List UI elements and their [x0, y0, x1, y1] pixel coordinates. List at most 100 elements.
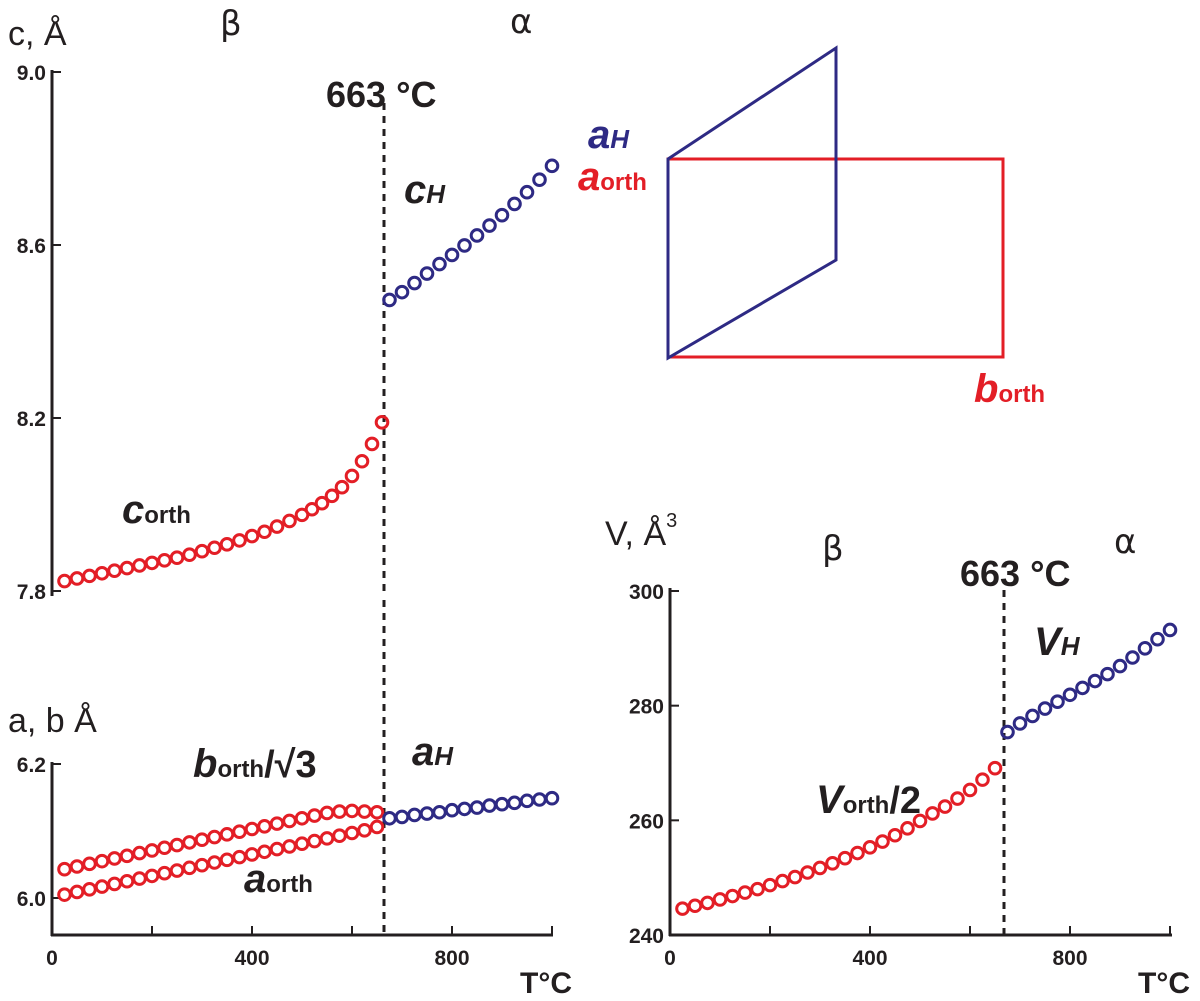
- xtick-label: 400: [234, 947, 269, 970]
- b_orth_over_sqrt3-point: [132, 845, 147, 861]
- c-phase-beta: β: [220, 4, 242, 44]
- a_orth-point: [307, 833, 322, 849]
- V_H-point: [1137, 641, 1153, 656]
- a_orth-point: [144, 868, 160, 884]
- b_orth_over_sqrt3-point: [369, 804, 385, 820]
- a_orth-point: [157, 865, 172, 881]
- c-hex-label-main: c: [404, 168, 426, 212]
- inset-a-hex-label: aH: [588, 113, 630, 157]
- b_orth_over_sqrt3-point: [69, 859, 85, 874]
- V_orth_over_2-point: [687, 898, 703, 914]
- V_orth_over_2-point: [925, 806, 940, 821]
- V_orth_over_2-point: [837, 850, 853, 866]
- V_H-point: [1000, 724, 1015, 740]
- ytick-label: 7.8: [17, 581, 47, 604]
- b-orth-label-main: b: [193, 742, 217, 786]
- V_H-point: [1162, 622, 1178, 638]
- V_orth_over_2-point: [975, 772, 990, 787]
- b_orth_over_sqrt3-point: [82, 856, 97, 872]
- ab-points: [57, 790, 560, 902]
- c-orth-label-main: c: [122, 488, 144, 532]
- a-hex-label: aH: [412, 730, 454, 774]
- V_H-point: [1150, 631, 1165, 647]
- c_H-point: [444, 247, 460, 263]
- V_orth_over_2-point: [812, 860, 828, 876]
- v-ylabel-sup: 3: [666, 510, 677, 532]
- a_orth-point: [332, 828, 347, 843]
- c_orth-point: [182, 547, 197, 562]
- b_orth_over_sqrt3-point: [144, 843, 160, 858]
- a_orth-point: [219, 852, 235, 868]
- inset-a-orth-main: a: [578, 155, 600, 199]
- a_H-point: [419, 806, 435, 821]
- c_orth-point: [94, 565, 110, 581]
- c_orth-point: [244, 528, 260, 544]
- c_orth-point: [344, 468, 360, 484]
- V_H-point: [1125, 650, 1140, 665]
- c_orth-point: [144, 555, 160, 571]
- b_orth_over_sqrt3-point: [157, 840, 172, 856]
- xtick-label: 800: [1052, 947, 1087, 970]
- V_H-point: [1037, 701, 1053, 716]
- v-transition-label: 663 °C: [960, 553, 1070, 594]
- b_orth_over_sqrt3-point: [357, 804, 372, 819]
- b_orth_over_sqrt3-point: [232, 824, 247, 839]
- V_orth_over_2-point: [725, 888, 740, 904]
- c-parameter-chart: c, Å β α 663 °C 7.88.28.69.0 corth cH: [8, 2, 560, 604]
- c_orth-point: [364, 436, 380, 452]
- V_H-point: [1087, 673, 1103, 689]
- c_orth-point: [69, 571, 85, 586]
- V_orth_over_2-point: [912, 813, 928, 829]
- a_orth-point: [169, 863, 185, 878]
- v-ylabel: V, Å3: [605, 510, 677, 553]
- b-orth-label: borth/√3: [193, 742, 317, 786]
- b_orth_over_sqrt3-point: [319, 805, 335, 821]
- b_orth_over_sqrt3-point: [207, 829, 222, 845]
- a_H-point: [457, 801, 472, 817]
- a_H-point: [444, 802, 460, 818]
- b_orth_over_sqrt3-point: [107, 851, 122, 866]
- a_H-point: [544, 790, 560, 806]
- c_orth-point: [324, 488, 340, 504]
- xtick-label: 0: [46, 947, 58, 970]
- a_orth-point: [94, 879, 110, 894]
- a_orth-point: [182, 860, 197, 876]
- c_orth-point: [334, 479, 350, 495]
- ytick-label: 6.0: [17, 888, 46, 911]
- V_H-point: [1112, 658, 1128, 674]
- a_orth-point: [369, 819, 385, 835]
- v-hex-label: VH: [1034, 620, 1081, 664]
- b_orth_over_sqrt3-point: [344, 803, 360, 819]
- c_H-point: [394, 284, 410, 300]
- c_H-point: [457, 238, 472, 253]
- V_orth_over_2-point: [950, 791, 965, 806]
- v-points: [675, 622, 1178, 916]
- c-phase-alpha: α: [510, 2, 532, 42]
- ytick-label: 300: [629, 581, 664, 604]
- c_orth-point: [157, 552, 172, 568]
- c_orth-point: [107, 563, 122, 578]
- b_orth_over_sqrt3-point: [257, 819, 272, 834]
- b_orth_over_sqrt3-point: [194, 832, 210, 848]
- V_orth_over_2-point: [850, 845, 865, 861]
- a_H-point: [382, 810, 397, 826]
- inset-b-orth-main: b: [974, 367, 998, 411]
- inset-a-orth-label: aorth: [578, 155, 647, 199]
- V_orth_over_2-point: [712, 892, 728, 907]
- xtick-label: 800: [434, 947, 469, 970]
- b_orth_over_sqrt3-point: [57, 861, 72, 877]
- xtick-label: 0: [664, 947, 676, 970]
- v-orth-label-suffix: /2: [889, 780, 921, 822]
- V_H-point: [1025, 708, 1040, 724]
- v-phase-alpha: α: [1114, 522, 1136, 562]
- V_orth_over_2-point: [787, 869, 803, 885]
- a_orth-point: [282, 839, 297, 854]
- c_H-point: [382, 292, 397, 308]
- c_orth-point: [282, 513, 297, 529]
- c_H-point: [482, 218, 497, 233]
- c_orth-point: [314, 495, 330, 511]
- c_H-point: [507, 196, 522, 212]
- c_orth-point: [82, 568, 97, 584]
- c_orth-point: [207, 540, 222, 556]
- V_H-point: [1062, 687, 1078, 703]
